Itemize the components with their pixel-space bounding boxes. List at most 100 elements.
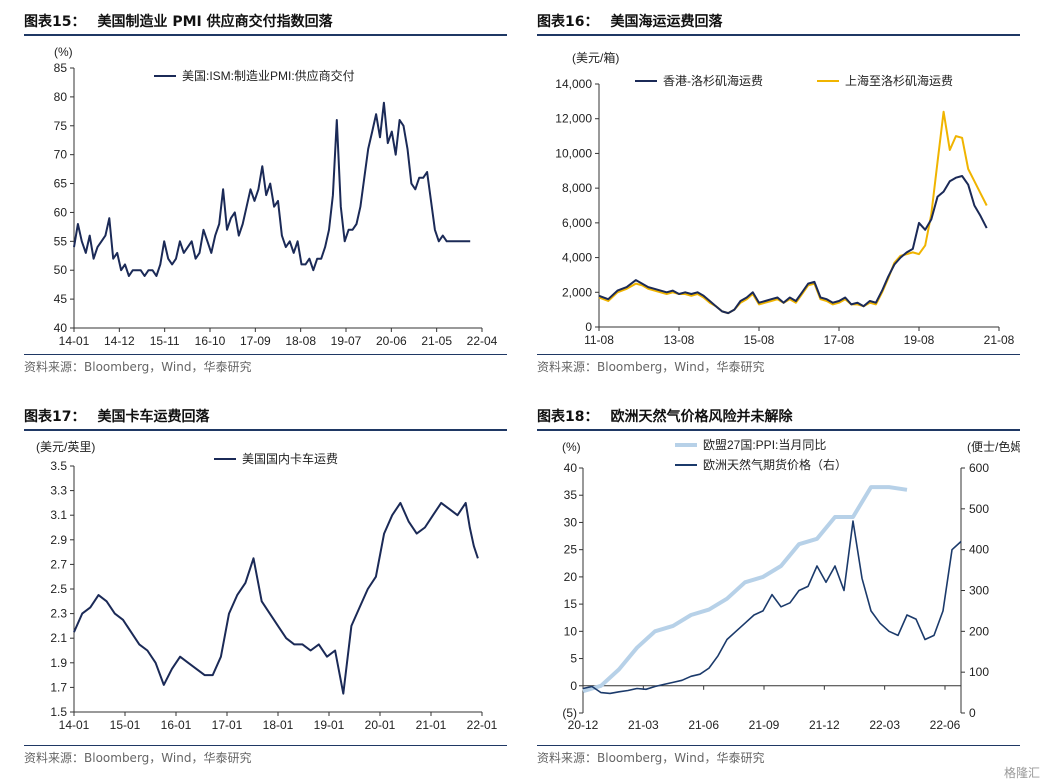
- y-tick-label-right: 600: [969, 461, 989, 475]
- y-tick-label-left: 40: [564, 461, 578, 475]
- y-tick-label: 12,000: [555, 112, 592, 126]
- y-tick-label: 80: [54, 90, 68, 104]
- x-tick-label: 21-12: [809, 718, 840, 732]
- series-line-shanghai: [598, 110, 988, 315]
- x-tick-label: 18-01: [263, 718, 294, 732]
- x-tick-label: 17-08: [824, 333, 855, 347]
- panel-label: 图表15：: [24, 14, 86, 30]
- y-unit-label: (%): [54, 45, 73, 59]
- y-tick-label-left: (5): [562, 706, 577, 720]
- chart-panel-3-title: 图表17： 美国卡车运费回落: [24, 405, 209, 431]
- x-tick-label: 21-01: [416, 718, 447, 732]
- watermark-logo: 格隆汇: [1003, 766, 1040, 780]
- panel-label: 图表16：: [537, 14, 599, 30]
- y-tick-label: 2,000: [562, 285, 592, 299]
- chart-panel-2: 图表16： 美国海运运费回落 (美元/箱) 14,000 12,000 10,000 8,…: [537, 10, 1020, 380]
- x-tick-label: 15-01: [110, 718, 141, 732]
- source-rule: [24, 745, 507, 746]
- y-tick-label-left: 15: [564, 597, 578, 611]
- chart-panel-4: 图表18： 欧洲天然气价格风险并未解除 (%) (便士/色姆) 40 35 30 25 20 1…: [537, 405, 1020, 775]
- y-tick-label-left: 25: [564, 543, 578, 557]
- y-tick-label: 75: [54, 119, 68, 133]
- x-tick-label: 18-08: [285, 334, 316, 348]
- panel-title: 美国卡车运费回落: [97, 409, 210, 425]
- x-tick-label: 19-08: [904, 333, 935, 347]
- y-tick-label: 2.1: [50, 631, 67, 645]
- panel-title: 美国海运运费回落: [610, 14, 723, 30]
- y-tick-label: 50: [54, 263, 68, 277]
- x-tick-label: 15-11: [150, 334, 180, 348]
- y-tick-label-left: 20: [564, 570, 578, 584]
- title-rule: [24, 429, 507, 431]
- x-tick-label: 19-07: [331, 334, 362, 348]
- y-tick-label-left: 35: [564, 488, 578, 502]
- series-line-ppi: [582, 485, 908, 694]
- x-tick-label: 22-06: [930, 718, 961, 732]
- y-tick-label-right: 200: [969, 624, 989, 638]
- y-tick-label: 40: [54, 321, 68, 335]
- source-rule: [24, 354, 507, 355]
- y-tick-label: 8,000: [562, 181, 592, 195]
- x-tick-label: 14-12: [104, 334, 135, 348]
- series-line-hongkong: [598, 175, 988, 315]
- y-tick-label: 60: [54, 205, 68, 219]
- y-tick-label: 85: [54, 61, 68, 75]
- y-tick-label-left: 30: [564, 515, 578, 529]
- source-note: 资料来源：Bloomberg，Wind，华泰研究: [537, 751, 765, 765]
- x-tick-label: 20-01: [365, 718, 396, 732]
- title-rule: [537, 429, 1020, 431]
- x-tick-label: 14-01: [59, 718, 90, 732]
- panel-label: 图表17：: [24, 409, 86, 425]
- y-tick-label: 2.7: [50, 557, 67, 571]
- chart-panel-1-title: 图表15： 美国制造业 PMI 供应商交付指数回落: [24, 10, 333, 36]
- x-tick-label: 22-01: [467, 718, 498, 732]
- legend-shanghai-label: 上海至洛杉矶海运费: [845, 73, 953, 88]
- source-note: 资料来源：Bloomberg，Wind，华泰研究: [537, 360, 765, 374]
- title-rule: [537, 34, 1020, 36]
- y-tick-label: 1.9: [50, 656, 67, 670]
- x-tick-label: 21-06: [688, 718, 719, 732]
- source-note: 资料来源：Bloomberg，Wind，华泰研究: [24, 751, 252, 765]
- legend-ppi-label: 欧盟27国:PPI:当月同比: [703, 438, 826, 452]
- y-unit-label-left: (%): [562, 440, 581, 454]
- legend-gas-label: 欧洲天然气期货价格（右）: [703, 457, 847, 472]
- x-tick-label: 16-01: [161, 718, 192, 732]
- chart-2-plot: (美元/箱) 14,000 12,000 10,000 8,000 6,000 4,000 2…: [555, 50, 1015, 347]
- y-tick-label-left: 10: [564, 624, 578, 638]
- y-unit-label-right: (便士/色姆): [967, 440, 1020, 454]
- y-tick-label: 4,000: [562, 251, 592, 265]
- y-tick-label: 55: [54, 234, 68, 248]
- source-note: 资料来源：Bloomberg，Wind，华泰研究: [24, 360, 252, 374]
- y-tick-label-left: 5: [570, 652, 577, 666]
- x-tick-label: 21-09: [749, 718, 780, 732]
- series-line-gas: [582, 520, 962, 695]
- legend-hongkong-label: 香港-洛杉矶海运费: [663, 73, 763, 88]
- panel-title: 美国制造业 PMI 供应商交付指数回落: [97, 14, 333, 30]
- chart-panel-3: 图表17： 美国卡车运费回落 (美元/英里) 3.5 3.3 3.1 2.9 2.7 2.5 2…: [24, 405, 507, 775]
- x-tick-label: 21-03: [628, 718, 659, 732]
- title-rule: [24, 34, 507, 36]
- y-tick-label: 3.5: [50, 459, 67, 473]
- y-tick-label-right: 500: [969, 502, 989, 516]
- x-tick-label: 13-08: [664, 333, 695, 347]
- y-unit-label: (美元/英里): [36, 440, 95, 454]
- x-tick-label: 21-05: [421, 334, 452, 348]
- panel-label: 图表18：: [537, 409, 599, 425]
- x-tick-label: 21-08: [984, 333, 1015, 347]
- y-tick-label-right: 300: [969, 584, 989, 598]
- y-tick-label-right: 100: [969, 665, 989, 679]
- chart-3-plot: (美元/英里) 3.5 3.3 3.1 2.9 2.7 2.5 2.3 2.1 1.9 1.7 1.5…: [36, 440, 498, 732]
- x-tick-label: 17-01: [212, 718, 243, 732]
- x-tick-label: 11-08: [584, 333, 614, 347]
- x-tick-label: 15-08: [744, 333, 775, 347]
- y-tick-label: 2.9: [50, 533, 67, 547]
- y-tick-label: 14,000: [555, 77, 592, 91]
- legend-pmi-label: 美国:ISM:制造业PMI:供应商交付: [182, 68, 355, 83]
- x-tick-label: 22-04: [467, 334, 498, 348]
- y-tick-label-right: 400: [969, 543, 989, 557]
- y-tick-label: 1.7: [50, 680, 67, 694]
- chart-panel-4-title: 图表18： 欧洲天然气价格风险并未解除: [537, 405, 792, 431]
- y-tick-label: 2.3: [50, 607, 67, 621]
- y-tick-label: 0: [585, 320, 592, 334]
- x-tick-label: 17-09: [240, 334, 271, 348]
